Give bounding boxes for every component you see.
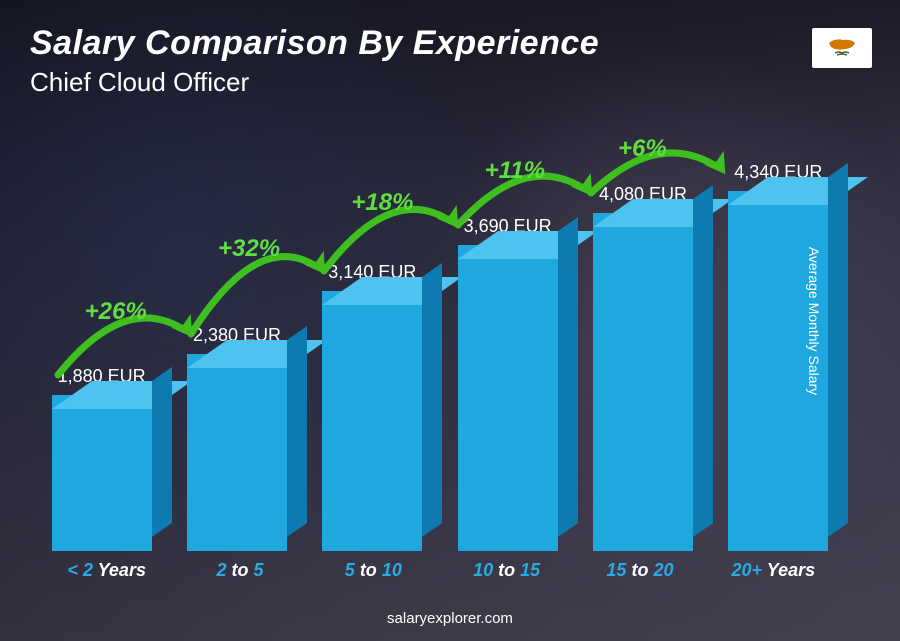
x-axis-label: 15 to 20 xyxy=(573,560,706,581)
x-axis-label: < 2 Years xyxy=(40,560,173,581)
bar-group: 1,880 EUR xyxy=(40,366,163,551)
x-axis-label: 10 to 15 xyxy=(440,560,573,581)
bar-3d xyxy=(458,245,558,551)
bar-group: 4,080 EUR xyxy=(581,184,704,551)
footer-attribution: salaryexplorer.com xyxy=(0,610,900,627)
country-flag xyxy=(812,28,872,68)
pct-increase-label: +26% xyxy=(85,298,147,326)
bar-3d xyxy=(52,395,152,551)
x-axis-label: 5 to 10 xyxy=(307,560,440,581)
pct-increase-label: +6% xyxy=(618,135,667,163)
bar-side-face xyxy=(828,163,848,537)
bar-front-face xyxy=(322,291,422,551)
y-axis-label: Average Monthly Salary xyxy=(806,246,822,394)
bar-front-face xyxy=(52,395,152,551)
pct-increase-label: +18% xyxy=(351,189,413,217)
header: Salary Comparison By Experience Chief Cl… xyxy=(30,24,599,98)
page-subtitle: Chief Cloud Officer xyxy=(30,67,599,98)
bars-container: 1,880 EUR2,380 EUR+26%3,140 EUR+32%3,690… xyxy=(40,131,840,551)
x-axis-label: 2 to 5 xyxy=(173,560,306,581)
increase-annotation: +6% xyxy=(576,121,736,211)
bar-front-face xyxy=(458,245,558,551)
cyprus-flag-icon xyxy=(817,33,867,63)
x-labels-container: < 2 Years2 to 55 to 1010 to 1515 to 2020… xyxy=(40,560,840,581)
bar-group: 3,690 EUR xyxy=(446,216,569,551)
bar-front-face xyxy=(593,213,693,551)
page-title: Salary Comparison By Experience xyxy=(30,24,599,63)
bar-side-face xyxy=(422,263,442,537)
bar-3d xyxy=(593,213,693,551)
salary-chart: 1,880 EUR2,380 EUR+26%3,140 EUR+32%3,690… xyxy=(40,120,840,581)
pct-increase-label: +11% xyxy=(485,157,545,185)
bar-side-face xyxy=(558,217,578,537)
bar-side-face xyxy=(287,326,307,537)
bar-3d xyxy=(187,354,287,551)
bar-side-face xyxy=(693,185,713,537)
bar-3d xyxy=(322,291,422,551)
pct-increase-label: +32% xyxy=(218,235,280,263)
x-axis-label: 20+ Years xyxy=(707,560,840,581)
bar-front-face xyxy=(187,354,287,551)
bar-side-face xyxy=(152,367,172,537)
